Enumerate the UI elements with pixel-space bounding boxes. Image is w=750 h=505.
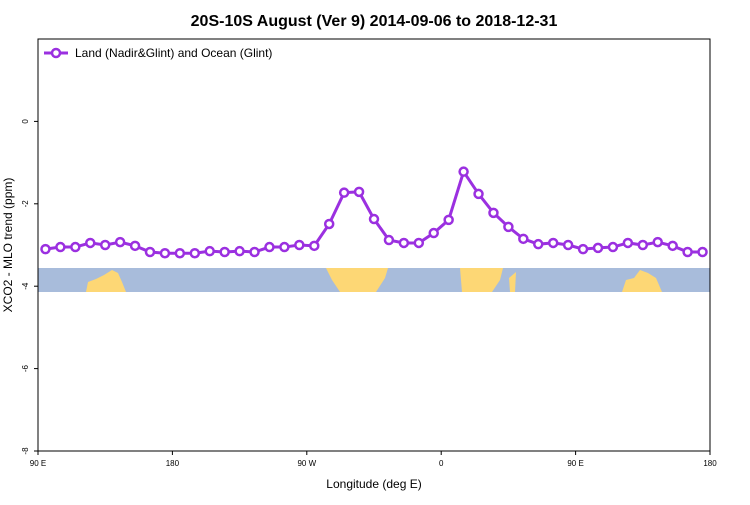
data-point xyxy=(547,237,559,249)
data-point xyxy=(622,237,634,249)
data-point xyxy=(592,242,604,254)
data-point xyxy=(697,246,708,258)
data-point xyxy=(249,246,260,258)
data-point xyxy=(174,247,186,259)
data-point xyxy=(682,246,693,258)
x-tick-label: 180 xyxy=(166,459,180,468)
legend-marker xyxy=(50,47,62,59)
data-point xyxy=(473,188,484,200)
data-point xyxy=(294,239,305,251)
legend-label: Land (Nadir&Glint) and Ocean (Glint) xyxy=(75,46,272,60)
data-point xyxy=(55,241,66,253)
y-tick-label: -4 xyxy=(21,282,30,290)
data-point xyxy=(144,246,156,258)
data-point xyxy=(338,187,350,198)
data-point xyxy=(129,240,141,252)
data-point xyxy=(40,243,51,255)
data-point xyxy=(413,237,425,249)
data-point xyxy=(309,240,320,252)
data-point xyxy=(189,247,201,259)
data-point xyxy=(562,239,574,251)
x-tick-label: 90 E xyxy=(30,459,46,468)
data-point xyxy=(323,218,335,230)
data-point xyxy=(353,186,365,198)
data-point xyxy=(279,241,290,253)
data-point xyxy=(159,247,171,259)
data-point xyxy=(234,245,245,257)
land-ocean-strip xyxy=(38,268,710,292)
plot-frame xyxy=(37,38,711,452)
series-line xyxy=(45,168,703,255)
data-point xyxy=(85,237,96,249)
data-point xyxy=(577,243,589,255)
data-point xyxy=(503,221,514,233)
data-point xyxy=(99,239,111,251)
data-point xyxy=(368,213,380,225)
y-tick-label: -6 xyxy=(21,364,30,372)
data-point xyxy=(607,241,619,253)
data-point xyxy=(114,236,126,248)
data-point xyxy=(458,166,469,177)
x-tick-label: 90 E xyxy=(567,459,583,468)
data-point xyxy=(204,245,215,257)
y-tick-label: -8 xyxy=(21,447,30,455)
data-point xyxy=(652,236,663,248)
data-point xyxy=(264,241,275,253)
x-tick-label: 90 W xyxy=(297,459,316,468)
data-point xyxy=(398,237,410,249)
y-tick-label: -2 xyxy=(21,200,30,208)
y-axis-label: XCO2 - MLO trend (ppm) xyxy=(1,178,15,313)
data-point xyxy=(70,241,81,253)
x-tick-label: 180 xyxy=(703,459,717,468)
data-point xyxy=(488,207,499,219)
chart-title: 20S-10S August (Ver 9) 2014-09-06 to 201… xyxy=(191,13,558,30)
x-tick-label: 0 xyxy=(439,459,444,468)
data-point xyxy=(383,234,395,246)
data-point xyxy=(219,246,230,258)
x-axis-label: Longitude (deg E) xyxy=(326,477,421,491)
data-point xyxy=(518,233,529,245)
data-point xyxy=(667,240,678,252)
data-point xyxy=(443,214,454,226)
data-point xyxy=(637,239,649,251)
data-point xyxy=(533,238,544,250)
data-point xyxy=(428,227,439,239)
y-tick-label: 0 xyxy=(21,119,30,124)
